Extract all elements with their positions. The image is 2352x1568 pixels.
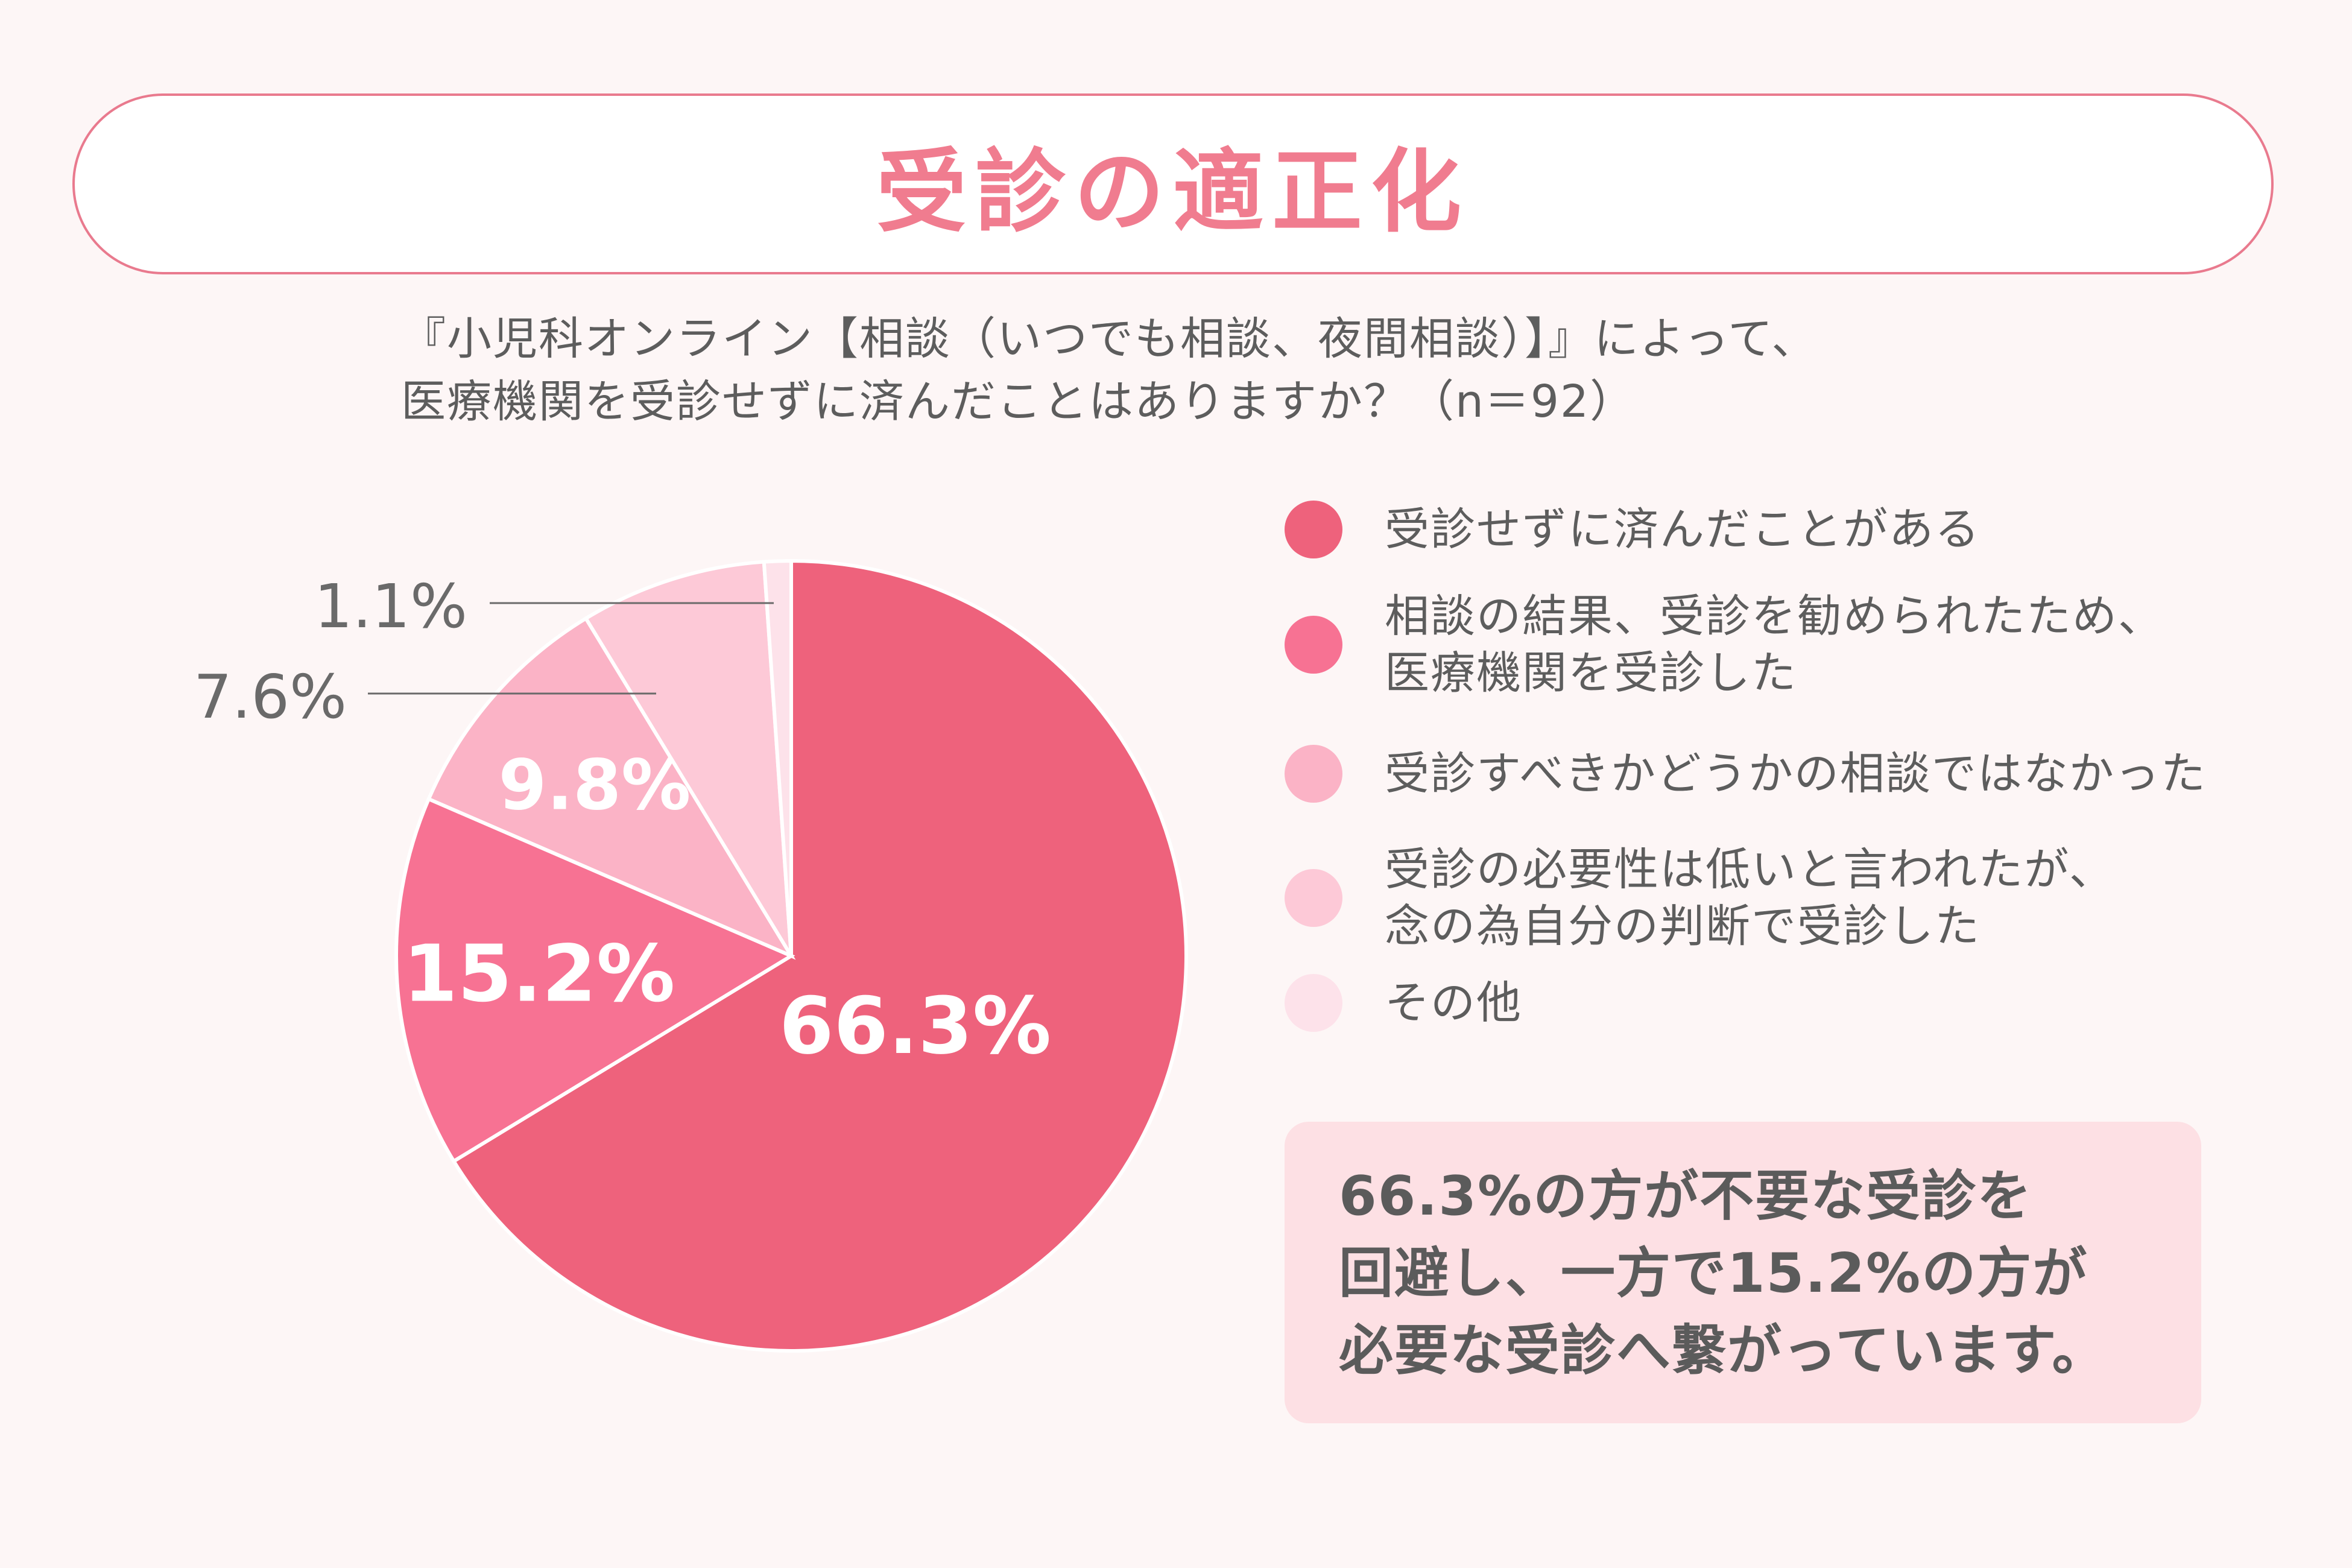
slice-value-label: 15.2% <box>403 928 675 1019</box>
legend-label: その他 <box>1385 977 1522 1029</box>
summary-text: 66.3%の方が不要な受診を 回避し、一方で15.2%の方が 必要な受診へ繋がっ… <box>1339 1165 2108 1382</box>
summary-box: 66.3%の方が不要な受診を 回避し、一方で15.2%の方が 必要な受診へ繋がっ… <box>1285 1122 2201 1423</box>
survey-question: 『小児科オンライン【相談（いつでも相談、夜間相談）】』によって、 医療機関を受診… <box>401 308 1817 433</box>
legend-item: その他 <box>1285 974 1522 1032</box>
question-line-1: 『小児科オンライン【相談（いつでも相談、夜間相談）】』によって、 <box>401 313 1818 365</box>
legend-label: 受診せずに済んだことがある <box>1385 504 1981 555</box>
legend-item: 受診すべきかどうかの相談ではなかった <box>1285 745 2207 803</box>
pie-slice <box>451 558 1188 1353</box>
legend-swatch <box>1285 869 1342 927</box>
pie-slice <box>394 796 795 1164</box>
legend-label: 相談の結果、受診を勧められたため、 医療機関を受診した <box>1385 590 2164 699</box>
page-title: 受診の適正化 <box>876 139 1470 245</box>
legend-swatch <box>1285 974 1342 1032</box>
legend-swatch <box>1285 501 1342 558</box>
legend-item: 受診の必要性は低いと言われたが、 念の為自分の判断で受診した <box>1285 841 2115 955</box>
question-line-2: 医療機関を受診せずに済んだことはありますか？（n＝92） <box>401 376 1636 428</box>
slice-value-label: 7.6% <box>194 662 347 732</box>
legend-label: 受診すべきかどうかの相談ではなかった <box>1385 748 2207 800</box>
pie-chart: 66.3% 15.2% 9.8% 7.6% 1.1% <box>193 558 1188 1353</box>
legend-swatch <box>1285 745 1342 803</box>
slice-value-label: 66.3% <box>779 980 1051 1072</box>
legend-item: 相談の結果、受診を勧められたため、 医療機関を受診した <box>1285 588 2164 701</box>
pie-slice <box>426 616 796 960</box>
legend-label: 受診の必要性は低いと言われたが、 念の為自分の判断で受診した <box>1385 844 2115 952</box>
legend-swatch <box>1285 616 1342 674</box>
pie-slice <box>583 560 793 957</box>
pie-slice <box>762 558 793 956</box>
slice-value-label: 9.8% <box>498 745 691 826</box>
slice-value-label: 1.1% <box>314 571 467 642</box>
title-banner: 受診の適正化 <box>72 93 2274 274</box>
legend-item: 受診せずに済んだことがある <box>1285 501 1981 558</box>
